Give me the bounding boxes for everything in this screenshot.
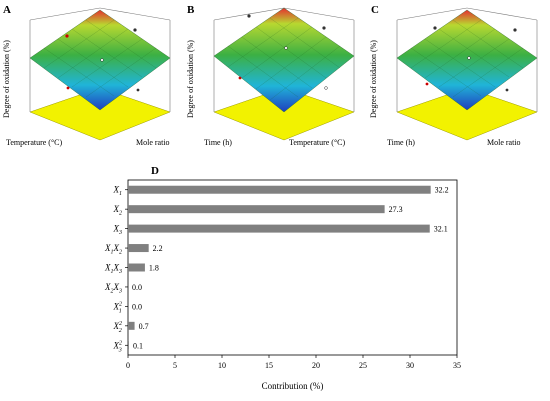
panel-b-letter: B xyxy=(187,4,195,16)
surface-plot-c: Degree of oxidation (%) Time (h) Mole ra… xyxy=(367,0,550,160)
z-axis-label: Degree of oxidation (%) xyxy=(186,40,195,118)
y-axis-label: Temperature (°C) xyxy=(289,138,346,147)
category-label: X2X3 xyxy=(104,282,122,295)
response-surface xyxy=(29,9,171,111)
x-tick-label: 0 xyxy=(126,361,130,370)
data-point xyxy=(66,86,70,90)
category-label: X3 xyxy=(113,224,123,237)
bar xyxy=(128,205,385,214)
bar-value-label: 0.7 xyxy=(139,322,149,331)
data-point xyxy=(136,88,140,92)
x-axis-label: Contribution (%) xyxy=(262,381,324,391)
category-label: X1X2 xyxy=(104,243,122,256)
data-point xyxy=(238,76,242,80)
panel-c-letter: C xyxy=(371,4,379,16)
x-axis-label: Temperature (°C) xyxy=(6,138,63,147)
bar-value-label: 32.1 xyxy=(434,225,448,234)
surface-plot-a-graphic xyxy=(29,7,171,141)
bar-value-label: 27.3 xyxy=(389,205,403,214)
category-label: X2 xyxy=(113,204,123,217)
data-point xyxy=(324,86,328,90)
panel-d-letter: D xyxy=(151,165,159,177)
category-label: X1X3 xyxy=(104,263,122,276)
data-point xyxy=(505,88,509,92)
category-label: X2 1 xyxy=(113,301,123,314)
bar xyxy=(128,341,129,350)
bar xyxy=(128,321,135,330)
x-tick-label: 5 xyxy=(173,361,177,370)
response-surface xyxy=(396,9,538,111)
data-point xyxy=(433,26,437,30)
x-tick-label: 25 xyxy=(359,361,367,370)
data-point xyxy=(284,46,288,50)
data-point xyxy=(133,28,137,32)
bar xyxy=(128,263,145,272)
category-label: X2 3 xyxy=(113,340,123,353)
data-point xyxy=(100,58,104,62)
bar xyxy=(128,185,431,194)
response-surface xyxy=(213,7,355,113)
category-label: X1 xyxy=(113,185,123,198)
category-label: X2 2 xyxy=(113,321,123,334)
bar-value-label: 0.0 xyxy=(132,302,142,311)
panel-a-letter: A xyxy=(3,4,11,16)
x-tick-label: 10 xyxy=(218,361,226,370)
bar-value-label: 0.0 xyxy=(132,283,142,292)
surface-plot-a: Degree of oxidation (%) Temperature (°C)… xyxy=(0,0,183,160)
data-point xyxy=(467,56,471,60)
data-point xyxy=(247,14,251,18)
y-axis-label: Mole ratio xyxy=(487,138,521,147)
x-tick-label: 30 xyxy=(406,361,414,370)
bar xyxy=(128,224,430,233)
x-tick-label: 15 xyxy=(265,361,273,370)
y-axis-label: Mole ratio xyxy=(136,138,170,147)
x-axis-label: Time (h) xyxy=(204,138,232,147)
data-point xyxy=(322,26,326,30)
bar xyxy=(128,244,149,253)
surface-plot-b-graphic xyxy=(213,7,355,141)
x-tick-label: 35 xyxy=(453,361,461,370)
z-axis-label: Degree of oxidation (%) xyxy=(2,40,11,118)
x-axis-label: Time (h) xyxy=(387,138,415,147)
data-point xyxy=(513,28,517,32)
surface-plot-c-graphic xyxy=(396,7,538,141)
surface-plot-b: Degree of oxidation (%) Time (h) Tempera… xyxy=(184,0,367,160)
bar-value-label: 32.2 xyxy=(435,186,449,195)
bar-value-label: 0.1 xyxy=(133,341,143,350)
data-point xyxy=(425,82,429,86)
bar-value-label: 1.8 xyxy=(149,264,159,273)
z-axis-label: Degree of oxidation (%) xyxy=(369,40,378,118)
x-tick-label: 20 xyxy=(312,361,320,370)
data-point xyxy=(65,34,69,38)
bar-value-label: 2.2 xyxy=(153,244,163,253)
contribution-bar-chart: 0 5 10 15 20 25 30 35 Contribution (%) 32.2 X1 27.3… xyxy=(104,179,461,391)
